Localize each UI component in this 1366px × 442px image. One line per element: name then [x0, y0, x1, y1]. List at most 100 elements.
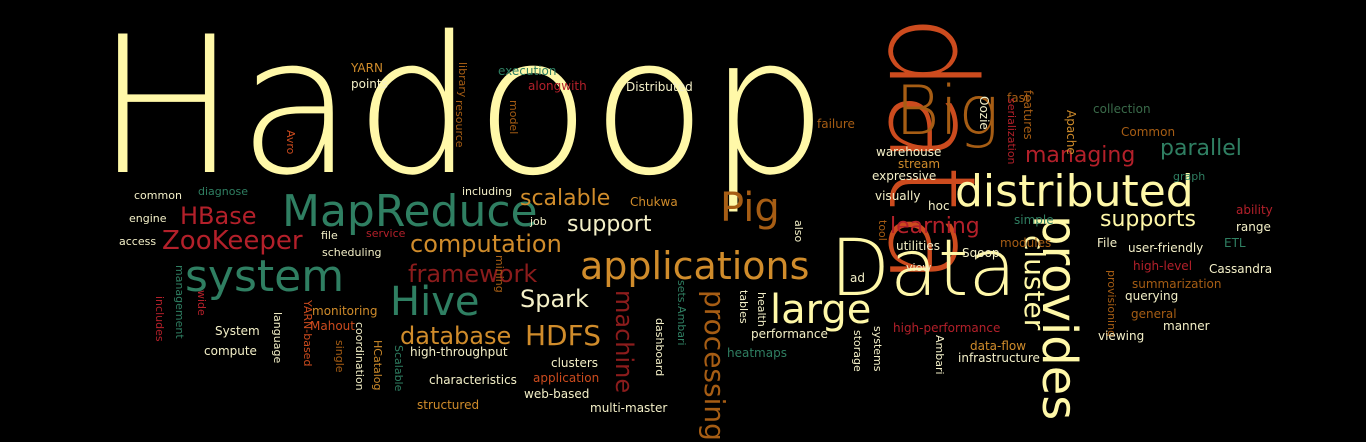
cloud-word: hoc — [928, 199, 950, 213]
cloud-word: stream — [898, 157, 941, 171]
cloud-word: managing — [1025, 143, 1136, 168]
cloud-word: scheduling — [322, 246, 382, 259]
cloud-word: computation — [410, 230, 562, 258]
cloud-word: also — [792, 220, 805, 243]
cloud-word: health — [755, 292, 768, 327]
cloud-word: serialization — [1005, 98, 1018, 165]
cloud-word: learning — [890, 214, 980, 239]
cloud-word: monitoring — [312, 304, 378, 318]
cloud-word: Distributed — [626, 80, 693, 94]
cloud-word: Spark — [520, 285, 589, 313]
cloud-word: heatmaps — [727, 346, 787, 360]
cloud-word: HCatalog — [371, 340, 384, 391]
cloud-word: access — [119, 235, 157, 248]
cloud-word: application — [533, 371, 600, 385]
cloud-word: range — [1236, 220, 1271, 234]
cloud-word: structured — [417, 398, 480, 412]
cloud-word: modules — [1000, 236, 1052, 250]
cloud-word: ZooKeeper — [162, 226, 303, 256]
cloud-word: ad — [850, 271, 865, 285]
cloud-word: systems — [871, 326, 884, 372]
cloud-word: parallel — [1160, 136, 1242, 161]
cloud-word: model — [507, 100, 520, 135]
cloud-word: coordination — [353, 322, 366, 391]
cloud-word: wide — [195, 290, 208, 316]
cloud-word: compute — [204, 344, 257, 358]
cloud-word: HDFS — [525, 319, 602, 352]
cloud-word: warehouse — [876, 145, 942, 159]
cloud-word: points — [351, 77, 388, 91]
cloud-word: visually — [875, 189, 921, 203]
cloud-word: System — [215, 324, 260, 338]
cloud-word: failure — [817, 117, 855, 131]
cloud-word: scalable — [520, 186, 611, 211]
cloud-word: provisioning — [1105, 270, 1118, 338]
cloud-word: summarization — [1132, 277, 1222, 291]
cloud-word: framework — [408, 260, 538, 288]
cloud-word: support — [567, 212, 652, 237]
cloud-word: multi-master — [590, 401, 668, 415]
cloud-word: manner — [1163, 319, 1210, 333]
cloud-word: sets.Ambari — [675, 280, 688, 346]
cloud-word: viewing — [1098, 329, 1145, 343]
cloud-word: language — [271, 312, 284, 364]
cloud-word: ability — [1236, 203, 1273, 217]
cloud-word: querying — [1125, 289, 1179, 303]
cloud-word: Common — [1121, 125, 1176, 139]
cloud-word: large — [770, 287, 872, 333]
cloud-word: single — [333, 340, 346, 373]
cloud-word: simple — [1014, 213, 1054, 227]
cloud-word: fast — [1007, 91, 1030, 105]
cloud-word: system — [185, 251, 345, 302]
cloud-word: storage — [851, 330, 864, 372]
cloud-word: tables — [737, 290, 750, 324]
cloud-word: diagnose — [198, 185, 248, 198]
cloud-word: Ambari — [933, 335, 946, 375]
cloud-word: Scalable — [392, 345, 405, 392]
cloud-word: supports — [1100, 207, 1196, 232]
cloud-word: execution — [498, 64, 557, 78]
cloud-word: user-friendly — [1128, 241, 1204, 255]
cloud-word: Oozie — [977, 96, 991, 130]
cloud-word: engine — [129, 212, 167, 225]
cloud-word: service — [366, 227, 406, 240]
cloud-word: library — [456, 62, 469, 98]
cloud-word: Apache — [1064, 110, 1078, 155]
cloud-word: file — [321, 229, 338, 242]
cloud-word: web-based — [524, 387, 590, 401]
cloud-word: resource — [453, 100, 466, 148]
cloud-word: infrastructure — [958, 351, 1040, 365]
cloud-word: File — [1097, 236, 1118, 250]
cloud-word: characteristics — [429, 373, 517, 387]
cloud-word: Cassandra — [1209, 262, 1273, 276]
cloud-word: features — [1021, 90, 1035, 140]
cloud-word: high-level — [1133, 259, 1193, 273]
cloud-word: processing — [698, 290, 731, 441]
cloud-word: alongwith — [528, 79, 587, 93]
cloud-word: including — [462, 185, 513, 198]
cloud-word: tool — [876, 220, 889, 241]
cloud-word: dashboard — [653, 318, 666, 377]
cloud-word: view — [906, 261, 932, 274]
cloud-word: Data — [830, 224, 1017, 314]
cloud-word: mining — [493, 255, 506, 293]
cloud-word: Big — [895, 72, 1000, 151]
cloud-word: expressive — [872, 169, 937, 183]
cloud-word: performance — [751, 327, 828, 341]
cloud-word: Hadoop — [95, 0, 829, 217]
cloud-word: YARN-based — [301, 300, 314, 367]
cloud-word: Mahout — [310, 319, 355, 333]
cloud-word: common — [134, 189, 182, 202]
cloud-word: collection — [1093, 102, 1151, 116]
cloud-word: MapReduce — [282, 186, 538, 237]
cloud-word: Pig — [720, 185, 780, 231]
cloud-word: applications — [580, 244, 810, 288]
cloud-word: utilities — [896, 239, 940, 253]
cloud-word: high-throughput — [410, 345, 508, 359]
cloud-word: graph — [1173, 170, 1206, 183]
cloud-word: HBase — [180, 202, 257, 230]
cloud-word: Sqoop — [962, 246, 1000, 260]
cloud-word: data-flow — [970, 339, 1027, 353]
cloud-word: database — [400, 322, 512, 350]
